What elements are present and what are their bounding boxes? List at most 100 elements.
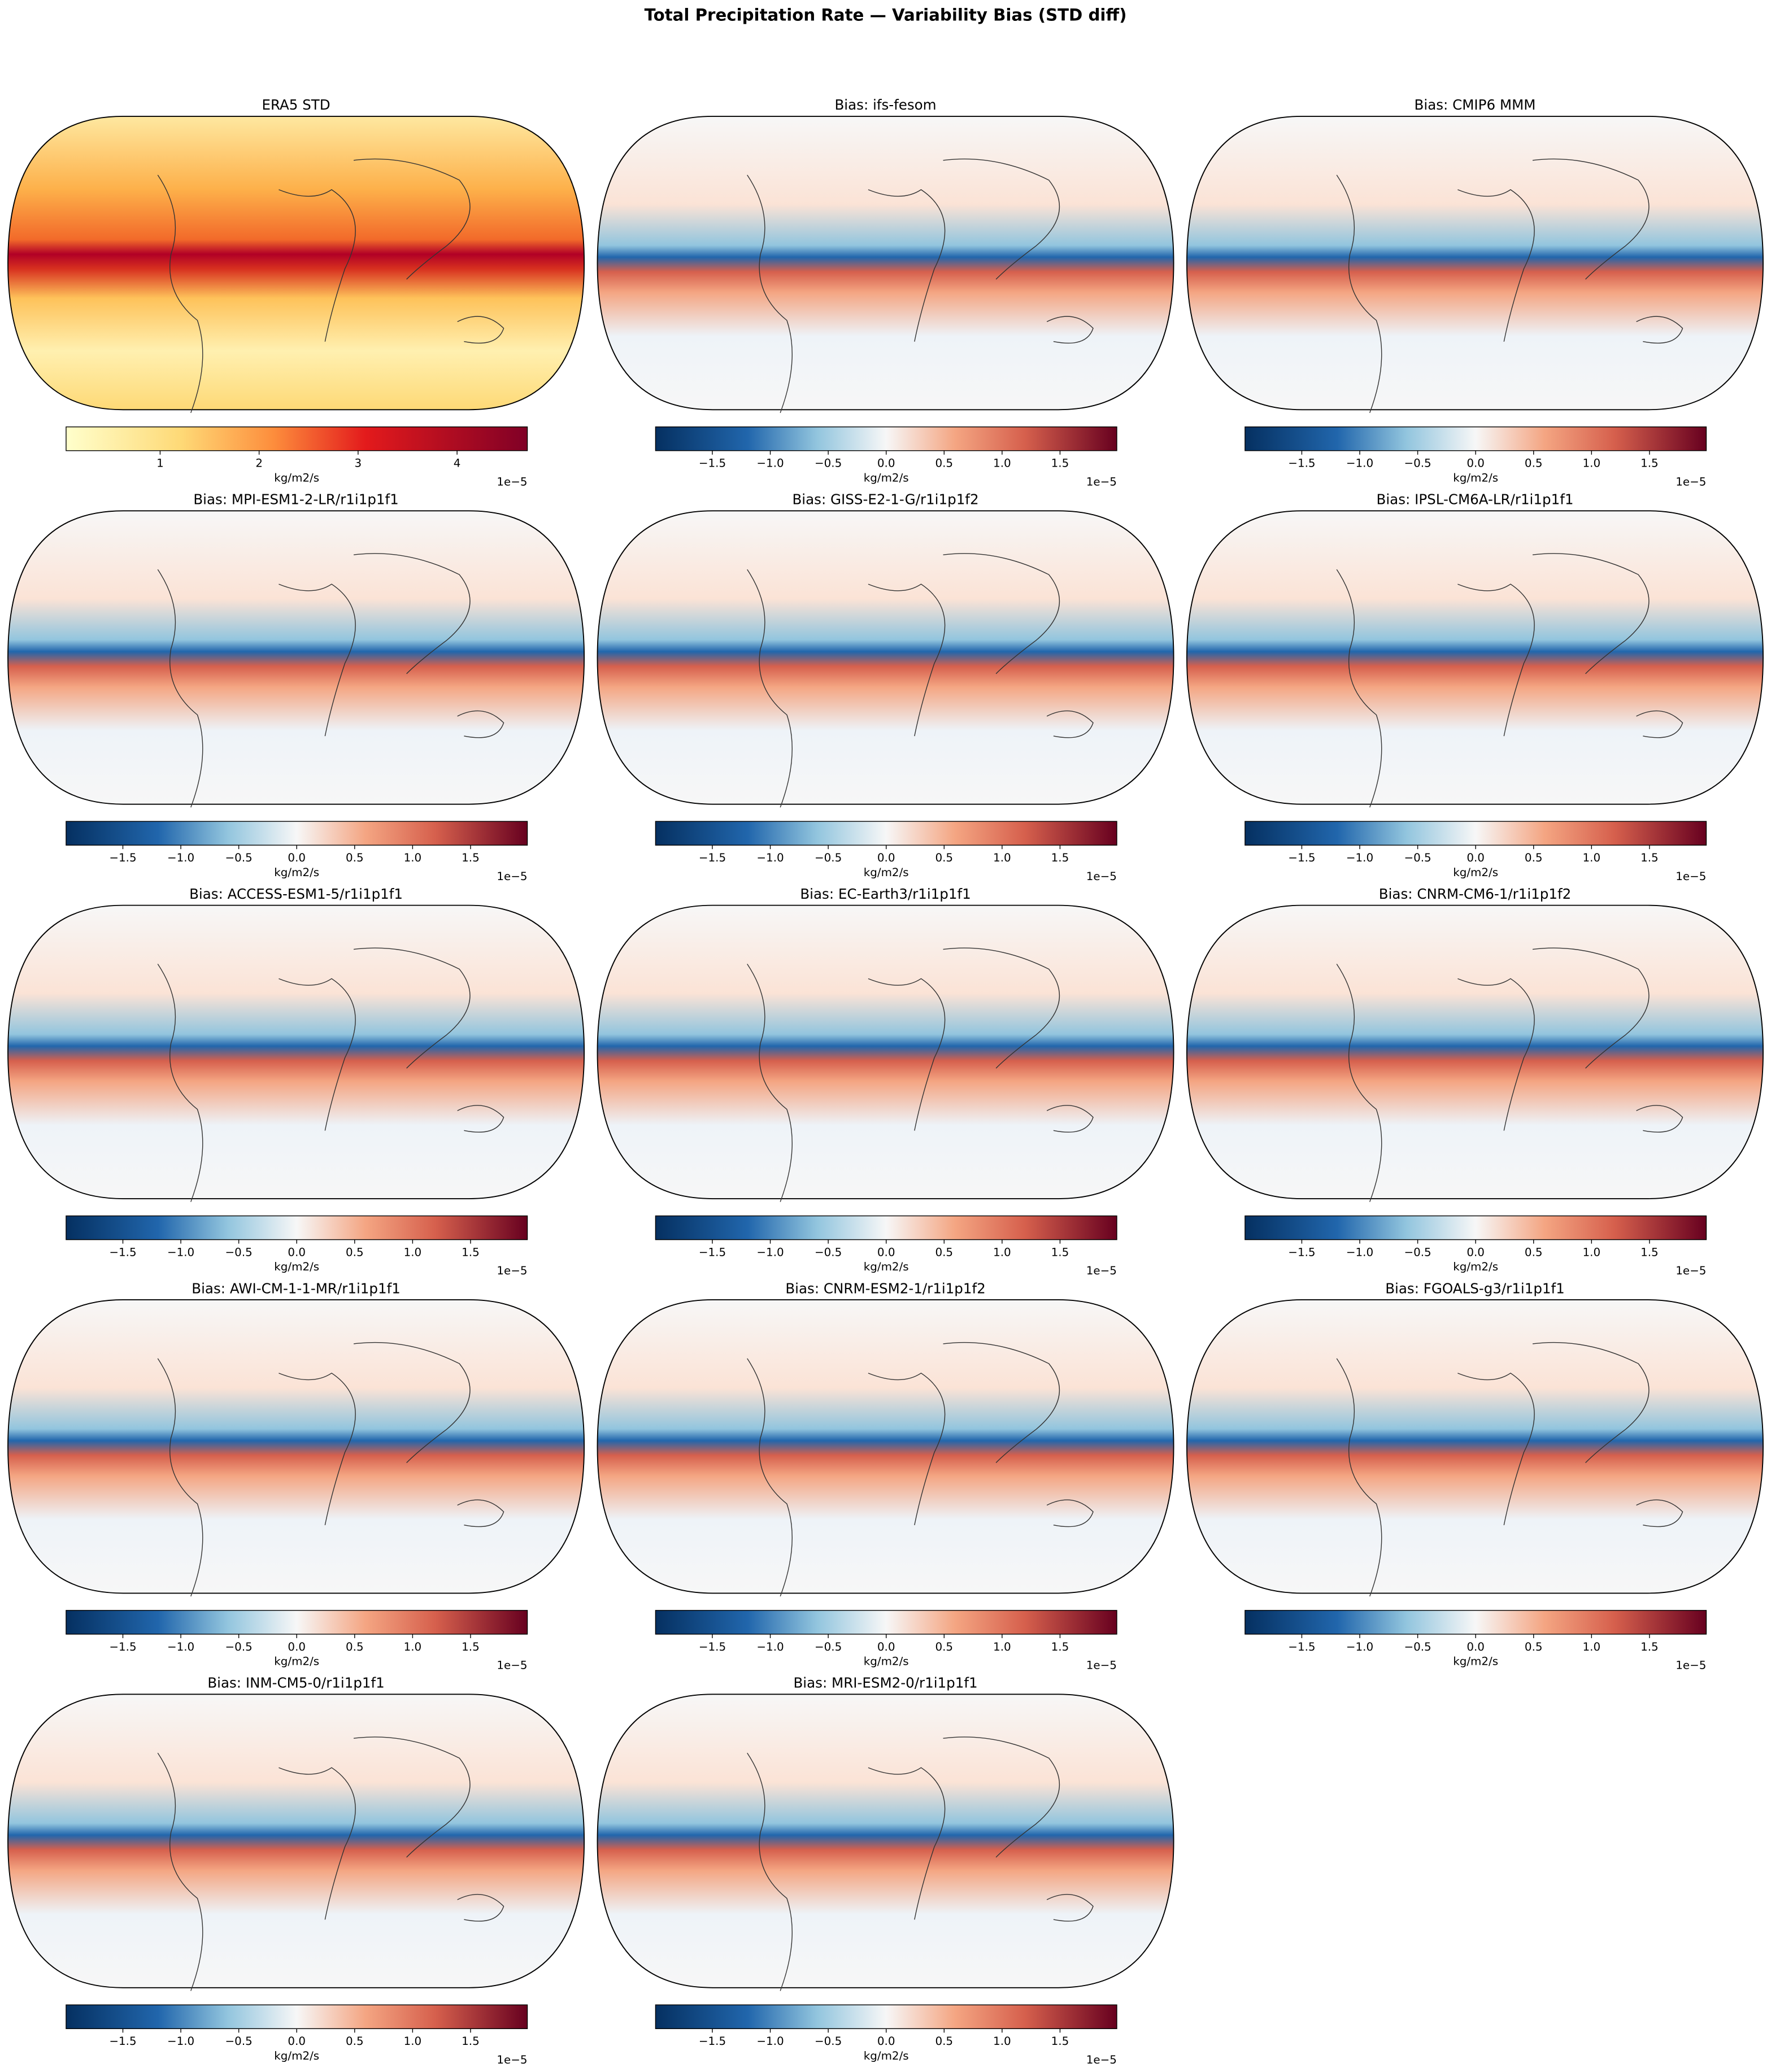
panel-title: Bias: CNRM-CM6-1/r1i1p1f2 (1379, 886, 1571, 902)
colorbar-tick-label: 0.0 (1467, 851, 1485, 864)
map (7, 1694, 585, 1988)
colorbar (66, 1610, 528, 1635)
colorbar-tick-label: 0.5 (1525, 851, 1543, 864)
colorbar-tick-label: −1.0 (756, 457, 784, 470)
colorbar-offset: 1e−5 (1086, 870, 1117, 883)
colorbar-tick-label: −1.5 (699, 1640, 726, 1653)
colorbar-tick-label: 1.5 (462, 2035, 480, 2048)
panel: Bias: GISS-E2-1-G/r1i1p1f2 −1.5 −1.0 −0.5 0.… (597, 491, 1174, 883)
colorbar-tick-label: 1.5 (1051, 1246, 1069, 1259)
panel-title: Bias: CMIP6 MMM (1415, 97, 1536, 113)
colorbar-tick-label: −0.5 (1404, 457, 1431, 470)
colorbar-label: kg/m2/s (864, 1655, 909, 1668)
coastline (747, 158, 1094, 413)
colorbar-tick-label: 0.0 (288, 851, 306, 864)
colorbar-offset: 1e−5 (1676, 870, 1706, 883)
map (1186, 1299, 1764, 1594)
panel: Bias: ifs-fesom −1.5 −1.0 −0.5 0.0 0.5 1.0 1.5 k… (597, 97, 1174, 488)
colorbar-offset: 1e−5 (1086, 475, 1117, 488)
colorbar-tick-label: 3 (355, 457, 362, 470)
colorbar-tick-label: 0.0 (288, 2035, 306, 2048)
colorbar-tick-label: 0.5 (935, 2035, 953, 2048)
colorbar-label: kg/m2/s (1453, 1655, 1498, 1668)
map (7, 1299, 585, 1594)
map (597, 115, 1174, 411)
panel-title: ERA5 STD (262, 97, 330, 113)
colorbar-tick-label: 0.5 (935, 1640, 953, 1653)
panel-title: Bias: ACCESS-ESM1-5/r1i1p1f1 (189, 886, 403, 902)
colorbar-tick-label: 0.5 (346, 1640, 364, 1653)
map (597, 510, 1174, 805)
panel-title: Bias: MPI-ESM1-2-LR/r1i1p1f1 (193, 491, 398, 508)
colorbar-tick-label: −0.5 (1404, 1246, 1431, 1259)
panel: Bias: FGOALS-g3/r1i1p1f1 −1.5 −1.0 −0.5 0.0 0… (1186, 1280, 1764, 1672)
colorbar-tick-label: −0.5 (225, 1246, 253, 1259)
colorbar-tick-label: −1.5 (699, 1246, 726, 1259)
panel-title: Bias: EC-Earth3/r1i1p1f1 (800, 886, 971, 902)
map (1186, 510, 1764, 805)
colorbar-tick-label: 0.0 (877, 457, 895, 470)
colorbar-tick-label: 0.0 (1467, 1246, 1485, 1259)
colorbar-tick-label: 0.5 (935, 457, 953, 470)
map (597, 1299, 1174, 1594)
colorbar-tick-label: 1.0 (993, 2035, 1011, 2048)
map (1186, 115, 1764, 411)
colorbar-tick-label: 0.0 (877, 2035, 895, 2048)
colorbar-tick-label: −0.5 (815, 1246, 842, 1259)
coastline (1336, 947, 1683, 1202)
colorbar-tick-label: −1.0 (167, 1640, 194, 1653)
colorbar-tick-label: −1.0 (1346, 1246, 1373, 1259)
colorbar-tick-label: 0.0 (877, 1640, 895, 1653)
panel: Bias: CNRM-ESM2-1/r1i1p1f2 −1.5 −1.0 −0.5 0.… (597, 1280, 1174, 1672)
colorbar-tick-label: −1.0 (167, 851, 194, 864)
colorbar-tick-label: −0.5 (225, 2035, 253, 2048)
figure-title: Total Precipitation Rate — Variability B… (645, 6, 1127, 25)
colorbar-offset: 1e−5 (1676, 475, 1706, 488)
map (1186, 904, 1764, 1199)
colorbar-tick-label: 1.0 (993, 457, 1011, 470)
colorbar-tick-label: 1.5 (1051, 457, 1069, 470)
map (7, 904, 585, 1199)
colorbar-offset: 1e−5 (497, 870, 527, 883)
colorbar-tick-label: 1.0 (1583, 1640, 1601, 1653)
colorbar-tick-label: −1.0 (756, 1246, 784, 1259)
colorbar-tick-label: 0.5 (1525, 457, 1543, 470)
colorbar-label: kg/m2/s (274, 471, 319, 484)
panel: Bias: MRI-ESM2-0/r1i1p1f1 −1.5 −1.0 −0.5 0.0… (597, 1675, 1174, 2066)
colorbar-tick-label: 0.0 (1467, 457, 1485, 470)
panel-title: Bias: INM-CM5-0/r1i1p1f1 (207, 1675, 385, 1691)
colorbar-tick-label: −0.5 (225, 851, 253, 864)
colorbar (1245, 821, 1707, 846)
colorbar-tick-label: −1.5 (109, 1640, 136, 1653)
map (7, 115, 585, 411)
panel-title: Bias: ifs-fesom (834, 97, 936, 113)
colorbar-tick-label: −0.5 (815, 2035, 842, 2048)
colorbar-tick-label: −0.5 (1404, 1640, 1431, 1653)
colorbar-label: kg/m2/s (1453, 1260, 1498, 1273)
map (7, 510, 585, 805)
colorbar-tick-label: 0.5 (1525, 1246, 1543, 1259)
panel: Bias: CNRM-CM6-1/r1i1p1f2 −1.5 −1.0 −0.5 0.0… (1186, 886, 1764, 1277)
coastline (747, 947, 1094, 1202)
colorbar-tick-label: 1.0 (404, 1640, 422, 1653)
colorbar-tick-label: −1.0 (1346, 851, 1373, 864)
colorbar-label: kg/m2/s (274, 866, 319, 879)
colorbar-tick-label: 1.0 (993, 851, 1011, 864)
colorbar (655, 2004, 1117, 2029)
panel-title: Bias: FGOALS-g3/r1i1p1f1 (1385, 1280, 1565, 1296)
colorbar-tick-label: −1.5 (1288, 457, 1315, 470)
coastline (1336, 553, 1683, 808)
colorbar-offset: 1e−5 (497, 1659, 527, 1672)
colorbar-tick-label: 1.5 (1051, 1640, 1069, 1653)
colorbar-tick-label: 1.0 (993, 1640, 1011, 1653)
colorbar-tick-label: 0.5 (346, 851, 364, 864)
colorbar-tick-label: −0.5 (815, 457, 842, 470)
colorbar-tick-label: 1.5 (462, 1246, 480, 1259)
colorbar-tick-label: 0.5 (1525, 1640, 1543, 1653)
colorbar (66, 426, 528, 451)
colorbar-offset: 1e−5 (1086, 1264, 1117, 1277)
coastline (1336, 158, 1683, 413)
colorbar-tick-label: 0.0 (288, 1246, 306, 1259)
colorbar (66, 2004, 528, 2029)
